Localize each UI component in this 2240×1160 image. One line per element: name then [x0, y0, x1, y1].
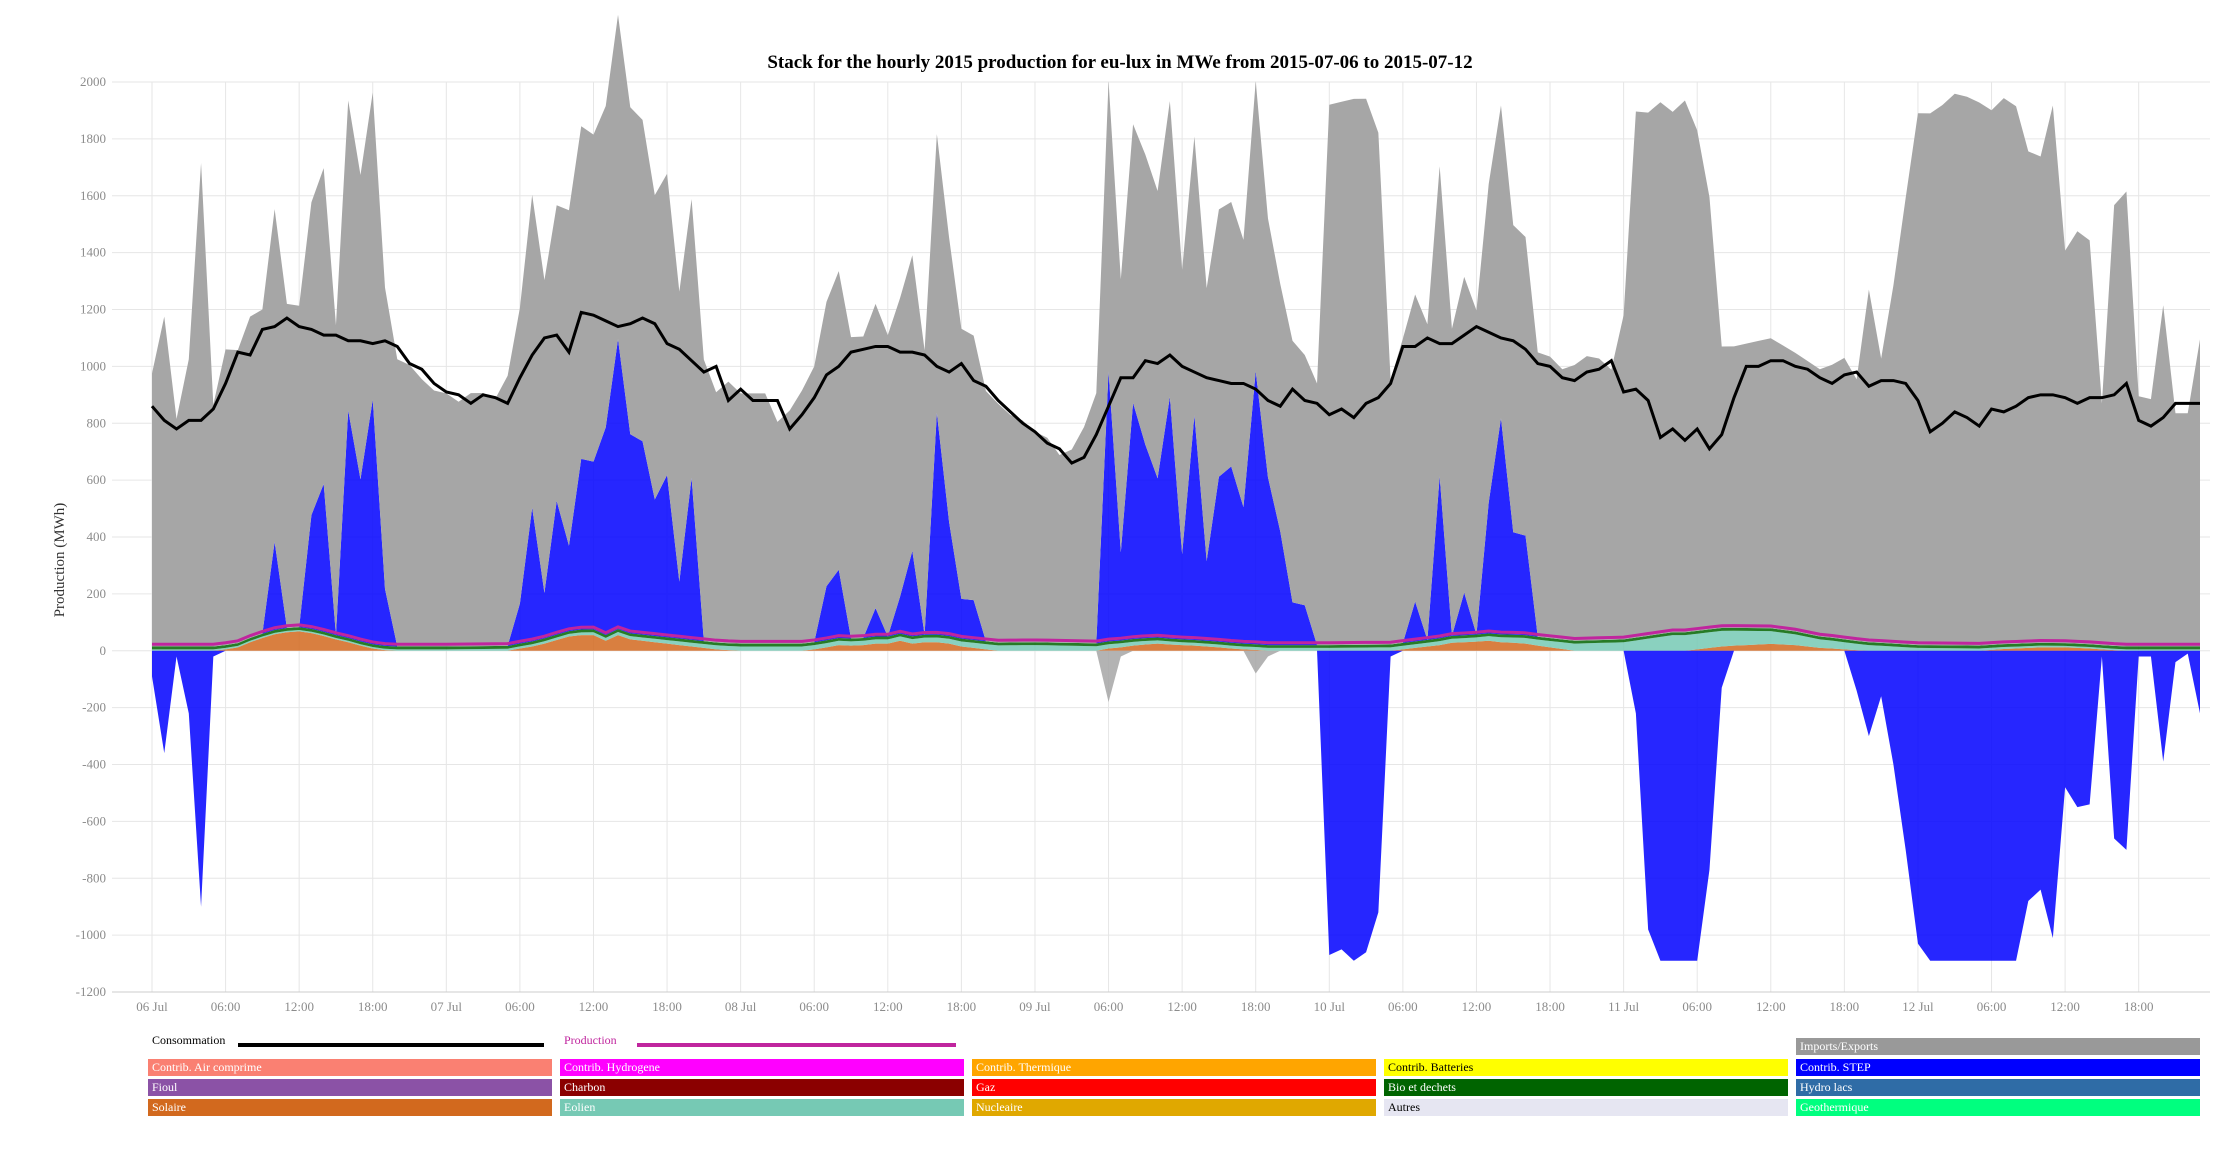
legend-swatch-nucleaire[interactable]: Nucleaire	[972, 1099, 1376, 1116]
area-imports-exports	[152, 14, 2200, 647]
legend-label-charbon: Charbon	[564, 1080, 606, 1094]
legend-swatch-charbon[interactable]: Charbon	[560, 1079, 964, 1096]
legend-swatch-gaz[interactable]: Gaz	[972, 1079, 1376, 1096]
legend-label-consommation[interactable]: Consommation	[152, 1033, 226, 1047]
x-tick-label: 06 Jul	[136, 999, 168, 1014]
x-tick-label: 06:00	[211, 999, 241, 1014]
y-tick-label: 2000	[80, 74, 106, 89]
production-stack-chart: Stack for the hourly 2015 production for…	[52, 14, 2210, 1014]
legend-label-eolien: Eolien	[564, 1100, 596, 1114]
y-tick-label: 400	[87, 529, 107, 544]
legend-swatch-hydro-lacs[interactable]: Hydro lacs	[1796, 1079, 2200, 1096]
y-axis: 2000180016001400120010008006004002000-20…	[76, 74, 106, 999]
legend-label-fioul: Fioul	[152, 1080, 178, 1094]
legend-label-contrib-hydrogene: Contrib. Hydrogene	[564, 1060, 660, 1074]
stacked-areas	[152, 14, 2200, 961]
area-bio-et-dechets	[152, 627, 2200, 650]
y-tick-label: 600	[87, 472, 107, 487]
x-tick-label: 11 Jul	[1608, 999, 1639, 1014]
x-tick-label: 12:00	[1756, 999, 1786, 1014]
x-tick-label: 18:00	[2124, 999, 2154, 1014]
legend-label-hydro-lacs: Hydro lacs	[1800, 1080, 1853, 1094]
x-tick-label: 18:00	[1241, 999, 1271, 1014]
legend-swatch-contrib-air-comprime[interactable]: Contrib. Air comprime	[148, 1059, 552, 1076]
x-tick-label: 18:00	[652, 999, 682, 1014]
legend-label-bio-et-dechets: Bio et dechets	[1388, 1080, 1456, 1094]
area-solaire	[152, 631, 2200, 651]
x-tick-label: 18:00	[358, 999, 388, 1014]
x-tick-label: 06:00	[1977, 999, 2007, 1014]
y-tick-label: -800	[82, 870, 106, 885]
x-tick-label: 10 Jul	[1314, 999, 1346, 1014]
x-tick-label: 06:00	[799, 999, 829, 1014]
legend-swatch-eolien[interactable]: Eolien	[560, 1099, 964, 1116]
legend-swatch-fioul[interactable]: Fioul	[148, 1079, 552, 1096]
x-tick-label: 09 Jul	[1019, 999, 1051, 1014]
legend-swatch-contrib-hydrogene[interactable]: Contrib. Hydrogene	[560, 1059, 964, 1076]
legend-swatch-imports-exports[interactable]: Imports/Exports	[1796, 1038, 2200, 1055]
consumption-line	[150, 310, 2200, 465]
y-tick-label: -1000	[76, 927, 106, 942]
x-tick-label: 18:00	[947, 999, 977, 1014]
production-line	[152, 623, 2200, 646]
x-tick-label: 12:00	[873, 999, 903, 1014]
x-tick-label: 12:00	[2050, 999, 2080, 1014]
y-tick-label: 200	[87, 586, 107, 601]
legend-label-nucleaire: Nucleaire	[976, 1100, 1023, 1114]
x-tick-label: 12:00	[284, 999, 314, 1014]
legend-line-consommation	[238, 1043, 544, 1047]
legend-label-contrib-air-comprime: Contrib. Air comprime	[152, 1060, 262, 1074]
legend-label-solaire: Solaire	[152, 1100, 186, 1114]
legend-swatch-contrib-batteries[interactable]: Contrib. Batteries	[1384, 1059, 1788, 1076]
area-contrib-step	[152, 339, 2200, 647]
y-tick-label: 0	[100, 643, 107, 658]
y-tick-label: 1000	[80, 358, 106, 373]
y-tick-label: -200	[82, 700, 106, 715]
x-tick-label: 12 Jul	[1902, 999, 1934, 1014]
legend-label-contrib-thermique: Contrib. Thermique	[976, 1060, 1072, 1074]
x-tick-label: 06:00	[1388, 999, 1418, 1014]
x-tick-label: 18:00	[1830, 999, 1860, 1014]
legend-line-production	[637, 1043, 956, 1047]
legend-label-gaz: Gaz	[976, 1080, 996, 1094]
series-lines	[150, 310, 2200, 646]
x-tick-label: 08 Jul	[725, 999, 757, 1014]
y-tick-label: -1200	[76, 984, 106, 999]
legend-swatch-bio-et-dechets[interactable]: Bio et dechets	[1384, 1079, 1788, 1096]
legend-swatch-autres[interactable]: Autres	[1384, 1099, 1788, 1116]
legend-label-autres: Autres	[1388, 1100, 1420, 1114]
legend-label-imports-exports: Imports/Exports	[1800, 1039, 1878, 1053]
x-tick-label: 07 Jul	[431, 999, 463, 1014]
y-tick-label: -400	[82, 757, 106, 772]
legend-swatch-contrib-step[interactable]: Contrib. STEP	[1796, 1059, 2200, 1076]
legend-swatch-solaire[interactable]: Solaire	[148, 1099, 552, 1116]
area-eolien	[152, 629, 2200, 651]
x-tick-label: 06:00	[1094, 999, 1124, 1014]
x-tick-label: 18:00	[1535, 999, 1565, 1014]
x-axis: 06 Jul 06:00 12:00 18:00 07 Jul 06:00 12:00 18:…	[112, 991, 2210, 1014]
y-tick-label: 800	[87, 415, 107, 430]
y-tick-label: 1600	[80, 188, 106, 203]
y-axis-label: Production (MWh)	[52, 503, 68, 618]
x-tick-label: 06:00	[1682, 999, 1712, 1014]
legend-label-contrib-step: Contrib. STEP	[1800, 1060, 1871, 1074]
chart-title: Stack for the hourly 2015 production for…	[767, 52, 1472, 73]
y-tick-label: 1200	[80, 302, 106, 317]
legend-label-contrib-batteries: Contrib. Batteries	[1388, 1060, 1474, 1074]
legend-swatch-geothermique[interactable]: Geothermique	[1796, 1099, 2200, 1116]
negative-area-contrib-step	[152, 650, 2200, 961]
legend-label-geothermique: Geothermique	[1800, 1100, 1869, 1114]
x-tick-label: 06:00	[505, 999, 535, 1014]
x-tick-label: 12:00	[579, 999, 609, 1014]
y-tick-label: -600	[82, 813, 106, 828]
x-tick-label: 12:00	[1462, 999, 1492, 1014]
legend-label-production[interactable]: Production	[564, 1033, 617, 1047]
y-tick-label: 1400	[80, 245, 106, 260]
legend-swatch-contrib-thermique[interactable]: Contrib. Thermique	[972, 1059, 1376, 1076]
x-tick-label: 12:00	[1167, 999, 1197, 1014]
y-tick-label: 1800	[80, 131, 106, 146]
